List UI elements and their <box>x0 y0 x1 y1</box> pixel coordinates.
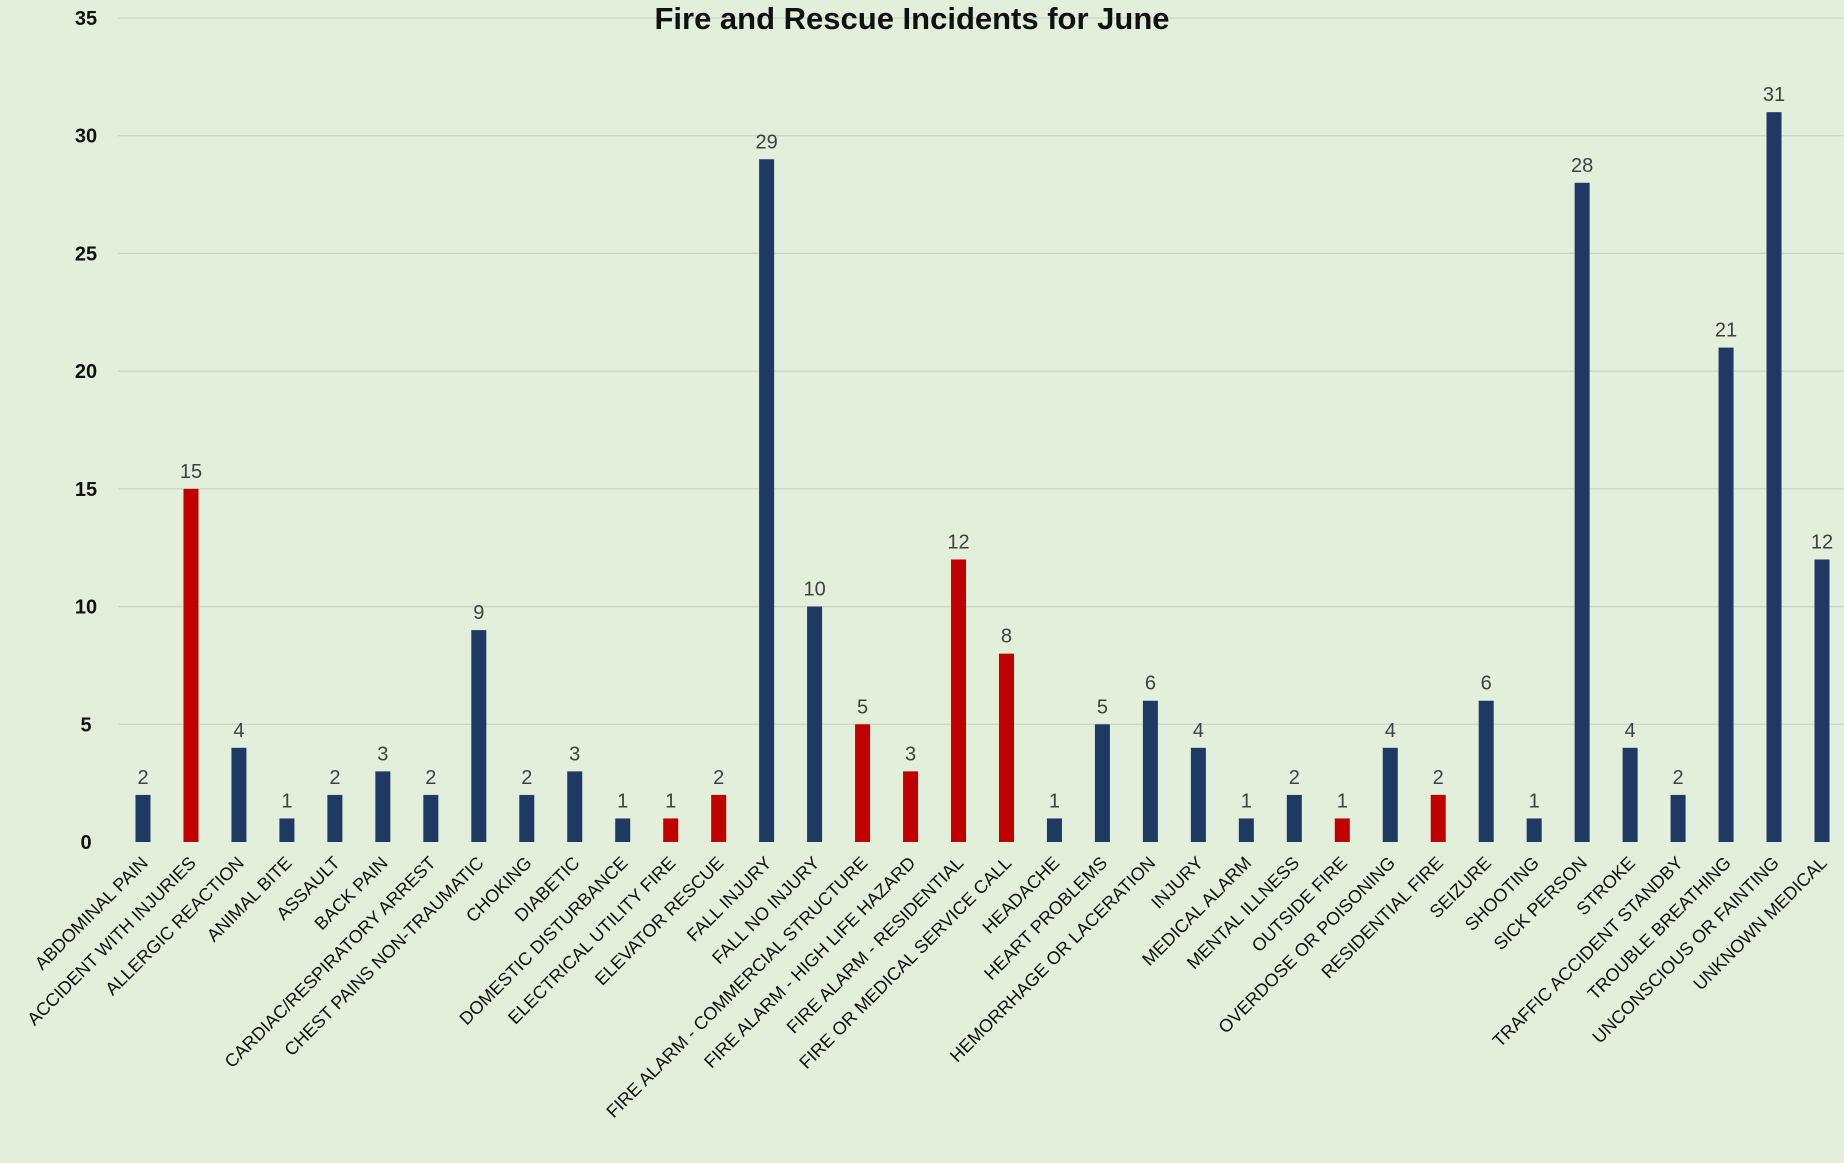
bar <box>1238 818 1254 842</box>
bar <box>1670 794 1686 842</box>
data-label: 10 <box>803 579 825 601</box>
data-label: 3 <box>905 743 916 765</box>
y-tick-label: 35 <box>75 8 97 30</box>
bar <box>998 653 1014 842</box>
bar <box>567 771 583 842</box>
bar <box>855 724 871 842</box>
bar <box>519 794 535 842</box>
data-label: 4 <box>233 720 244 742</box>
data-label: 29 <box>756 131 778 153</box>
data-label: 2 <box>1289 767 1300 789</box>
data-label: 6 <box>1481 673 1492 695</box>
data-label: 4 <box>1385 720 1396 742</box>
data-label: 3 <box>569 743 580 765</box>
bar <box>1046 818 1062 842</box>
data-label: 2 <box>521 767 532 789</box>
bar <box>1766 112 1782 842</box>
bar <box>1334 818 1350 842</box>
data-label: 2 <box>1433 767 1444 789</box>
y-axis-tick-labels: 0 5 10 15 20 25 30 35 <box>75 8 97 854</box>
data-label: 2 <box>713 767 724 789</box>
bar <box>663 818 679 842</box>
data-label: 1 <box>617 790 628 812</box>
data-label: 5 <box>857 696 868 718</box>
bar <box>903 771 919 842</box>
data-label: 2 <box>1673 767 1684 789</box>
y-tick-label: 10 <box>75 597 97 619</box>
y-tick-label: 25 <box>75 243 97 265</box>
bar <box>1286 794 1302 842</box>
bar <box>711 794 727 842</box>
bar <box>471 630 487 842</box>
bars <box>135 112 1830 843</box>
bar <box>1622 747 1638 842</box>
y-tick-label: 30 <box>75 126 97 148</box>
data-label: 1 <box>281 790 292 812</box>
data-label: 1 <box>1529 790 1540 812</box>
bar <box>231 747 247 842</box>
x-tick-label: FALL INJURY <box>683 853 776 946</box>
data-label: 1 <box>665 790 676 812</box>
data-label: 5 <box>1097 696 1108 718</box>
y-tick-label: 0 <box>80 832 91 854</box>
data-label: 8 <box>1001 626 1012 648</box>
data-label: 12 <box>1811 531 1833 553</box>
bar <box>951 559 967 842</box>
data-label: 15 <box>180 461 202 483</box>
bar <box>183 488 199 842</box>
bar <box>423 794 439 842</box>
data-label: 3 <box>377 743 388 765</box>
data-label: 2 <box>425 767 436 789</box>
bar <box>1142 700 1158 842</box>
bar <box>1190 747 1206 842</box>
bar <box>135 794 151 842</box>
bar <box>279 818 295 842</box>
bar <box>1094 724 1110 842</box>
data-label: 2 <box>329 767 340 789</box>
data-label: 4 <box>1193 720 1204 742</box>
chart-title: Fire and Rescue Incidents for June <box>654 1 1169 36</box>
bar <box>1718 347 1734 842</box>
bar <box>1574 182 1590 843</box>
bar <box>1382 747 1398 842</box>
data-label: 9 <box>473 602 484 624</box>
data-label: 31 <box>1763 84 1785 106</box>
y-tick-label: 5 <box>80 714 91 736</box>
data-label: 1 <box>1049 790 1060 812</box>
bar <box>807 606 823 842</box>
y-tick-label: 20 <box>75 361 97 383</box>
bar <box>1430 794 1446 842</box>
data-label: 21 <box>1715 320 1737 342</box>
data-label: 1 <box>1337 790 1348 812</box>
data-label: 1 <box>1241 790 1252 812</box>
bar <box>759 159 775 842</box>
data-label: 28 <box>1571 155 1593 177</box>
bar <box>375 771 391 842</box>
data-label: 4 <box>1625 720 1636 742</box>
y-tick-label: 15 <box>75 479 97 501</box>
bar <box>1478 700 1494 842</box>
data-label: 12 <box>947 531 969 553</box>
data-label: 6 <box>1145 673 1156 695</box>
bar <box>327 794 343 842</box>
x-tick-label: FIRE ALARM - RESIDENTIAL <box>783 853 968 1038</box>
bar <box>1814 559 1830 842</box>
x-tick-label: OVERDOSE OR POISONING <box>1214 853 1399 1038</box>
data-label: 2 <box>137 767 148 789</box>
gridlines <box>118 17 1844 725</box>
bar <box>615 818 631 842</box>
bar <box>1526 818 1542 842</box>
